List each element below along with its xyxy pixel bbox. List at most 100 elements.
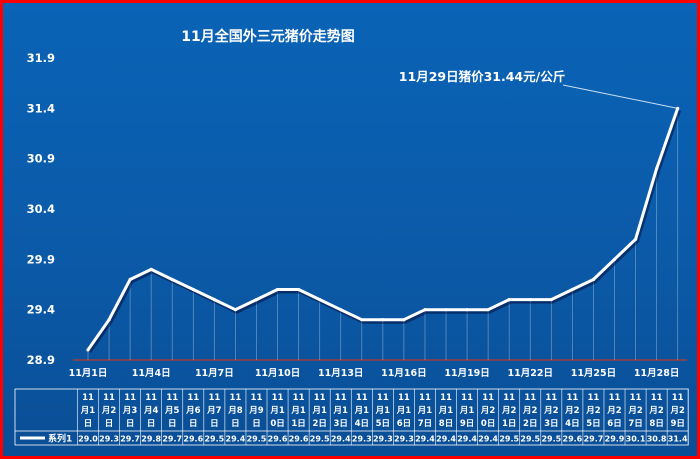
data-point: [465, 308, 469, 312]
data-point: [86, 348, 90, 352]
table-header-label: 月2: [543, 406, 559, 416]
table-header-label: 11: [398, 393, 410, 403]
x-tick-label: 11月25日: [571, 368, 616, 379]
x-tick-label: 11月10日: [255, 368, 300, 379]
table-header-label: 月2: [606, 406, 622, 416]
table-header-label: 月1: [459, 406, 475, 416]
table-value: 29.4: [436, 435, 456, 444]
table-header-label: 日: [231, 419, 240, 429]
x-tick-label: 11月16日: [381, 368, 426, 379]
y-tick-label: 31.4: [27, 101, 55, 115]
table-header-label: 日: [168, 419, 177, 429]
table-value: 29.6: [183, 435, 203, 444]
table-header-label: 月1: [269, 406, 285, 416]
table-header-label: 1日: [502, 419, 516, 429]
chart-title: 11月全国外三元猪价走势图: [181, 28, 354, 45]
table-header-label: 6日: [607, 419, 621, 429]
data-point: [149, 267, 153, 271]
table-header-label: 月1: [333, 406, 349, 416]
table-header-label: 月1: [438, 406, 454, 416]
table-header-label: 11: [272, 393, 284, 403]
table-header-label: 6日: [397, 419, 411, 429]
data-point: [570, 287, 574, 292]
table-header-label: 4日: [565, 419, 579, 429]
data-point: [633, 237, 638, 241]
table-header-label: 日: [84, 419, 93, 429]
table-header-label: 月8: [227, 406, 243, 416]
table-header-label: 月5: [164, 406, 180, 416]
y-tick-label: 28.9: [27, 353, 55, 367]
data-point: [212, 298, 216, 302]
table-header-label: 9日: [460, 419, 474, 429]
data-point: [360, 318, 364, 322]
x-tick-label: 11月4日: [132, 368, 171, 379]
table-header-label: 11: [293, 393, 305, 403]
table-header-label: 5日: [586, 419, 600, 429]
data-point: [591, 277, 596, 282]
table-header-label: 月2: [101, 406, 117, 416]
data-point: [170, 277, 174, 282]
chart-frame: 11月全国外三元猪价走势图 28.9 29.4 29.9 30.4 30.9 31.4 31…: [3, 3, 697, 456]
table-header-label: 7日: [628, 419, 642, 429]
table-header-label: 11: [482, 393, 494, 403]
table-header-label: 3日: [334, 419, 348, 429]
table-value: 29.4: [415, 435, 435, 444]
table-value: 29.5: [499, 435, 519, 444]
data-point: [254, 298, 259, 302]
table-header-label: 月2: [648, 406, 664, 416]
table-header-label: 月2: [627, 406, 643, 416]
legend-series-label: 系列1: [48, 433, 72, 445]
data-point: [339, 308, 343, 312]
table-header-label: 11: [419, 393, 431, 403]
table-header-label: 7日: [418, 419, 432, 429]
table-value: 29.8: [141, 435, 161, 444]
table-value: 29.5: [520, 435, 540, 444]
table-header-label: 月3: [122, 406, 138, 416]
table-value: 29.4: [331, 435, 351, 444]
peak-annotation: 11月29日猪价31.44元/公斤: [399, 69, 565, 84]
annotation-leader: [562, 84, 678, 109]
table-value: 29.5: [541, 435, 561, 444]
table-value: 29.9: [605, 435, 625, 444]
table-header-label: 月1: [396, 406, 412, 416]
chart-svg: 11月全国外三元猪价走势图 28.9 29.4 29.9 30.4 30.9 31.4 31…: [14, 28, 689, 446]
data-point: [128, 277, 132, 282]
table-header-label: 11: [335, 393, 347, 403]
table-header-label: 日: [126, 419, 135, 429]
data-point: [297, 287, 301, 292]
table-header-label: 11: [461, 393, 473, 403]
data-point: [486, 308, 490, 312]
series-line-shadow: [87, 109, 682, 354]
table-header-label: 8日: [439, 419, 453, 429]
table-header-label: 11: [356, 393, 368, 403]
table-value: 29.6: [289, 435, 309, 444]
table-header-label: 3日: [544, 419, 558, 429]
table-value: 29.3: [352, 435, 372, 444]
x-tick-label: 11月28日: [634, 368, 679, 379]
data-point: [528, 298, 532, 302]
table-header-label: 2日: [523, 419, 537, 429]
data-point: [612, 257, 617, 261]
table-header-label: 11: [609, 393, 621, 403]
table-header-label: 1日: [291, 419, 305, 429]
table-header-label: 4日: [355, 419, 369, 429]
table-header-label: 2日: [312, 419, 326, 429]
table-value: 29.0: [78, 435, 98, 444]
data-point: [318, 298, 322, 302]
y-tick-label: 30.4: [27, 202, 55, 216]
table-header-label: 11: [251, 393, 263, 403]
table-header-label: 月2: [501, 406, 517, 416]
table-header-label: 11: [208, 393, 220, 403]
series-line: [86, 107, 680, 351]
table-header-label: 日: [252, 419, 261, 429]
data-point: [507, 298, 511, 302]
table-value: 29.7: [584, 435, 604, 444]
data-point: [549, 298, 553, 302]
table-header-label: 11: [82, 393, 94, 403]
table-value: 29.5: [204, 435, 224, 444]
table-header-label: 11: [566, 393, 578, 403]
table-header-label: 8日: [649, 419, 663, 429]
data-point: [655, 167, 659, 171]
table-value: 29.6: [268, 435, 288, 444]
table-header-label: 11: [588, 393, 600, 403]
